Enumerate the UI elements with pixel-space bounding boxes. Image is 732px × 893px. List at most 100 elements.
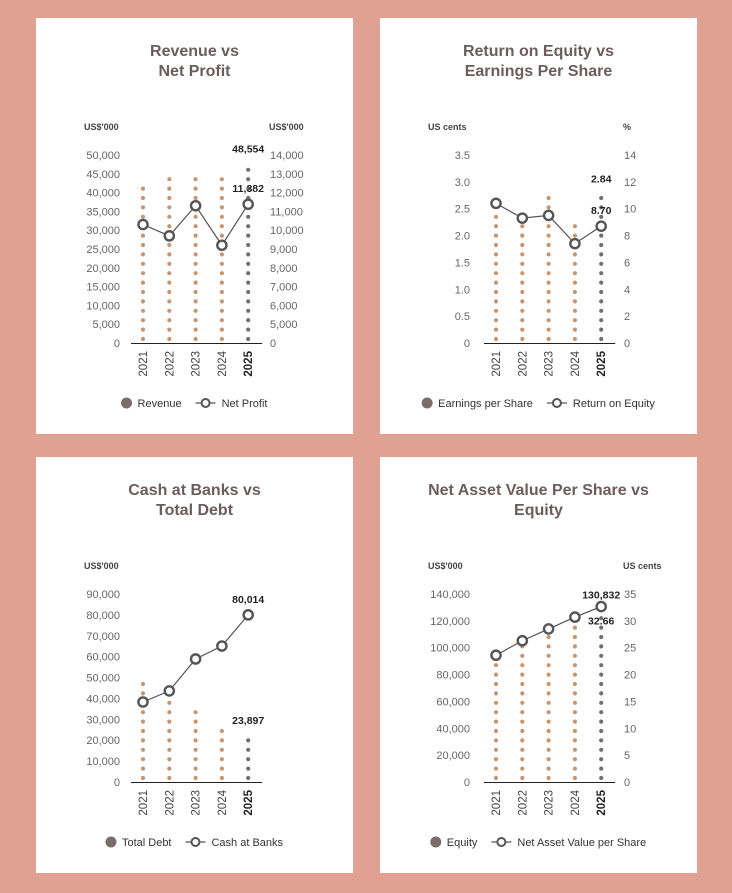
value-label: 11,382 xyxy=(232,183,264,195)
legend-label: Revenue xyxy=(138,398,182,410)
dot xyxy=(599,318,604,323)
dot xyxy=(219,299,224,304)
dot xyxy=(599,691,604,696)
dot xyxy=(193,738,198,743)
dot xyxy=(572,691,577,696)
dot xyxy=(219,261,224,266)
dot xyxy=(219,766,224,771)
dot xyxy=(493,308,499,313)
dot xyxy=(219,177,224,182)
dot xyxy=(167,728,172,734)
value-label: 48,554 xyxy=(232,143,264,155)
dot xyxy=(140,299,146,304)
dot xyxy=(520,728,525,734)
dot xyxy=(572,766,577,771)
dot xyxy=(246,766,251,771)
dot xyxy=(599,663,604,668)
dot xyxy=(167,719,172,724)
dot xyxy=(140,271,146,276)
dot xyxy=(572,308,577,313)
dot xyxy=(520,233,525,238)
dot xyxy=(599,681,604,687)
dot xyxy=(599,308,604,313)
y-tick-label: 10,000 xyxy=(86,756,120,768)
dot xyxy=(572,299,577,304)
y-tick-label: 60,000 xyxy=(436,696,470,708)
chart-title: Revenue vs xyxy=(150,43,239,60)
y2-tick-label: 8,000 xyxy=(270,263,298,275)
dot xyxy=(219,233,224,238)
y2-tick-label: 10 xyxy=(624,723,636,735)
panel xyxy=(380,457,697,873)
dot xyxy=(546,308,551,313)
dot xyxy=(246,289,251,295)
dot xyxy=(546,205,551,210)
dot xyxy=(546,766,551,771)
dot xyxy=(193,308,198,313)
dot xyxy=(193,336,198,342)
line-marker xyxy=(137,218,149,231)
dot xyxy=(599,728,604,734)
dot xyxy=(520,242,525,248)
dot xyxy=(493,214,499,219)
dot xyxy=(546,280,551,285)
y2-tick-label: 15 xyxy=(624,696,636,708)
dot xyxy=(140,242,146,248)
y2-axis-label: US cents xyxy=(623,561,662,571)
dot xyxy=(167,214,172,219)
x-tick-label: 2024 xyxy=(570,789,582,815)
dot xyxy=(520,280,525,285)
dot xyxy=(246,738,251,743)
y-tick-label: 0 xyxy=(464,777,470,789)
dot xyxy=(167,261,172,266)
line-marker xyxy=(516,212,529,224)
panel xyxy=(36,457,353,873)
y-tick-label: 0 xyxy=(114,338,120,350)
dot xyxy=(572,644,577,649)
dot xyxy=(140,280,146,285)
line-marker xyxy=(216,640,228,652)
y2-tick-label: 25 xyxy=(624,643,636,655)
y-tick-label: 0.5 xyxy=(455,311,470,323)
dot xyxy=(546,681,551,687)
dot xyxy=(246,747,251,752)
dot xyxy=(546,700,551,705)
y2-axis-label: % xyxy=(623,122,631,132)
dot xyxy=(140,681,146,687)
dotted-bar xyxy=(167,700,172,781)
dotted-bar xyxy=(493,663,499,781)
dot xyxy=(193,195,198,201)
dotted-bar xyxy=(599,195,604,342)
dot xyxy=(193,299,198,304)
legend-label: Net Asset Value per Share xyxy=(517,837,646,849)
dot xyxy=(167,766,172,771)
dot xyxy=(572,681,577,687)
dot xyxy=(520,719,525,724)
dot xyxy=(246,271,251,276)
x-tick-label: 2022 xyxy=(164,790,176,816)
dot xyxy=(599,738,604,743)
legend-label: Cash at Banks xyxy=(211,837,283,849)
dot xyxy=(520,681,525,687)
chart-title: Net Asset Value Per Share vs xyxy=(428,482,649,499)
x-tick-label: 2024 xyxy=(217,789,229,815)
dot xyxy=(167,186,172,191)
y2-tick-label: 0 xyxy=(270,338,276,350)
x-tick-label: 2021 xyxy=(491,790,503,816)
value-label: 130,832 xyxy=(582,589,620,601)
dot xyxy=(546,710,551,715)
dot xyxy=(520,757,525,762)
legend-label: Equity xyxy=(447,837,478,849)
chart-title: Return on Equity vs xyxy=(463,43,614,60)
dot xyxy=(520,318,525,323)
dot xyxy=(140,252,146,257)
y2-tick-label: 5 xyxy=(624,750,630,762)
dot xyxy=(546,327,551,332)
dotted-bar xyxy=(546,634,551,781)
line-marker xyxy=(163,685,176,697)
y-tick-label: 30,000 xyxy=(86,714,120,726)
dotted-bar xyxy=(140,681,146,781)
y2-tick-label: 0 xyxy=(624,338,630,350)
chart-title: Net Profit xyxy=(159,63,232,80)
dot xyxy=(493,747,499,752)
